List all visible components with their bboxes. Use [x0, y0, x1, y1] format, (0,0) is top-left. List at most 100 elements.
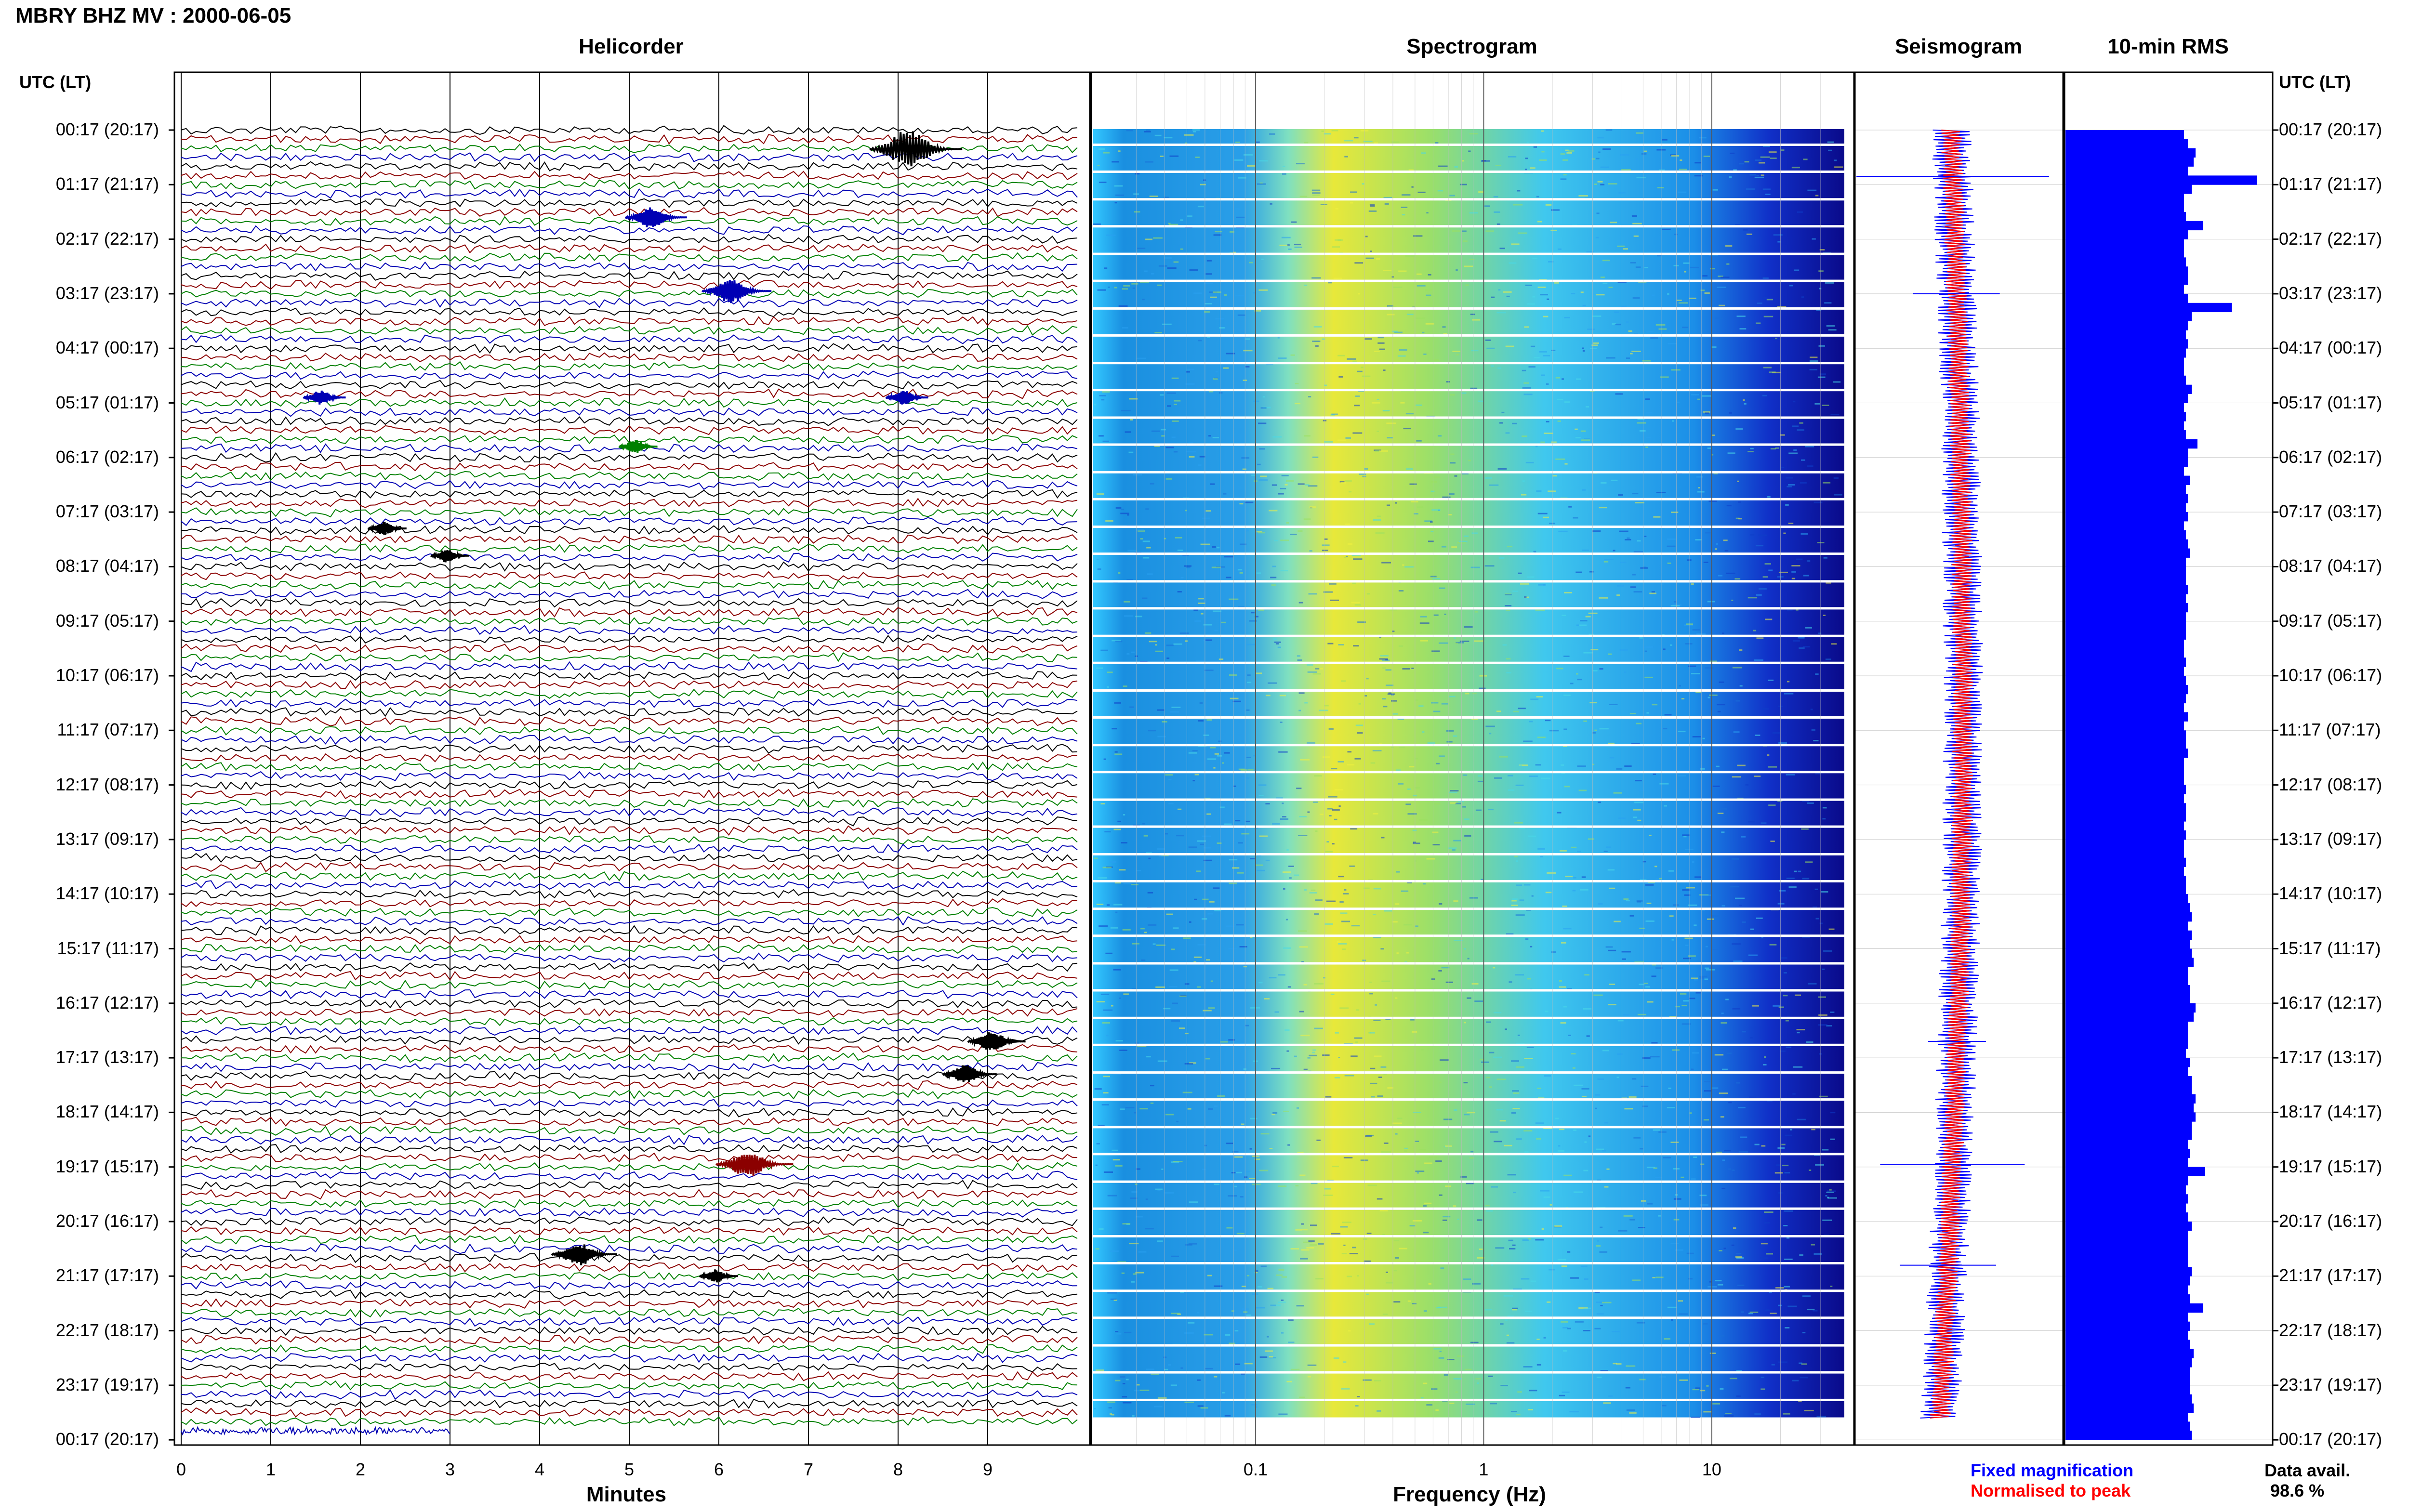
rms-bar [2065, 1239, 2188, 1249]
spectrogram-speckle [1189, 1062, 1196, 1064]
spectrogram-speckle [1721, 1012, 1724, 1014]
spectrogram-speckle [1122, 1396, 1127, 1398]
spectrogram-speckle [1549, 1204, 1552, 1206]
spectrogram-row-gap [1093, 471, 1844, 473]
spectrogram-speckle [1383, 270, 1392, 271]
spectrogram-speckle [1388, 306, 1397, 308]
spectrogram-speckle [1557, 1150, 1564, 1152]
spectrogram-speckle [1685, 945, 1689, 947]
spectrogram-speckle [1423, 883, 1426, 885]
helicorder-trace-row [181, 925, 1078, 936]
spectrogram-speckle [1304, 142, 1309, 144]
spectrogram-speckle [1366, 678, 1369, 680]
spectrogram-speckle [1667, 1107, 1675, 1108]
spectrogram-speckle [1449, 493, 1455, 495]
spectrogram-speckle [1578, 1307, 1588, 1309]
spectrogram-speckle [1373, 519, 1381, 521]
spectrogram-speckle [1479, 675, 1487, 677]
spectrogram-speckle [1796, 609, 1799, 611]
spectrogram-speckle [1177, 550, 1183, 551]
spectrogram-speckle [1703, 156, 1710, 158]
spectrogram-speckle [1667, 545, 1676, 547]
spectrogram-speckle [1405, 803, 1411, 805]
spectrogram-speckle [1596, 1245, 1601, 1247]
spectrogram-speckle [1732, 858, 1739, 860]
spectrogram-speckle [1430, 481, 1437, 483]
spectrogram-speckle [1580, 291, 1584, 293]
helicorder-trace-row [181, 952, 1078, 963]
spectrogram-speckle [1310, 1244, 1317, 1246]
spectrogram-speckle [1246, 709, 1250, 711]
spectrogram-speckle [1185, 510, 1187, 512]
spectrogram-speckle [1350, 202, 1353, 204]
spectrogram-speckle [1811, 1244, 1815, 1246]
time-label-left: 16:17 (12:17) [55, 992, 159, 1012]
frequency-tick-label: 0.1 [1243, 1459, 1268, 1479]
time-label-left: 22:17 (18:17) [55, 1320, 159, 1340]
spectrogram-speckle [1523, 394, 1533, 395]
spectrogram-speckle [1502, 644, 1507, 646]
spectrogram-speckle [1108, 286, 1110, 288]
spectrogram-speckle [1417, 506, 1424, 508]
spectrogram-speckle [1659, 169, 1665, 171]
helicorder-trace-row [181, 807, 1078, 817]
spectrogram-speckle [1180, 1291, 1184, 1293]
spectrogram-speckle [1564, 786, 1570, 788]
spectrogram-speckle [1434, 900, 1439, 902]
spectrogram-speckle [1251, 474, 1256, 476]
spectrogram-speckle [1491, 365, 1494, 367]
spectrogram-speckle [1500, 1385, 1508, 1386]
helicorder-trace-row [181, 1052, 1078, 1063]
spectrogram-speckle [1206, 260, 1212, 262]
spectrogram-speckle [1662, 228, 1671, 230]
spectrogram-speckle [1119, 1050, 1127, 1051]
spectrogram-speckle [1718, 276, 1723, 277]
spectrogram-speckle [1785, 504, 1789, 506]
spectrogram-speckle [1166, 644, 1174, 646]
spectrogram-speckle [1515, 974, 1524, 976]
spectrogram-speckle [1563, 174, 1567, 176]
spectrogram-speckle [1450, 394, 1455, 396]
spectrogram-speckle [1235, 820, 1241, 822]
spectrogram-speckle [1762, 708, 1769, 710]
spectrogram-speckle [1645, 884, 1654, 886]
spectrogram-speckle [1573, 1191, 1583, 1193]
spectrogram-speckle [1454, 166, 1458, 168]
spectrogram-row-gap [1093, 443, 1844, 446]
spectrogram-speckle [1098, 1125, 1105, 1127]
spectrogram-speckle [1707, 601, 1715, 603]
spectrogram-speckle [1642, 360, 1651, 362]
spectrogram-speckle [1699, 1195, 1707, 1196]
rms-bar [2065, 521, 2184, 531]
helicorder-trace-row [181, 270, 1078, 281]
spectrogram-speckle [1641, 1085, 1649, 1087]
spectrogram-speckle [1359, 473, 1366, 475]
spectrogram-speckle [1607, 869, 1615, 871]
spectrogram-speckle [1738, 1106, 1746, 1108]
spectrogram-speckle [1287, 986, 1291, 988]
rms-bar [2065, 230, 2188, 239]
spectrogram-speckle [1153, 1406, 1163, 1407]
spectrogram-speckle [1312, 673, 1321, 675]
rms-bar [2065, 839, 2184, 849]
spectrogram-speckle [1324, 133, 1331, 135]
spectrogram-speckle [1379, 348, 1385, 350]
spectrogram-speckle [1280, 539, 1289, 541]
spectrogram-speckle [1213, 291, 1221, 293]
rms-bar [2065, 485, 2186, 494]
helicorder-trace-row [181, 1398, 1078, 1409]
spectrogram-speckle [1262, 396, 1265, 398]
spectrogram-speckle [1328, 728, 1334, 730]
spectrogram-speckle [1733, 960, 1743, 962]
spectrogram-speckle [1245, 338, 1250, 340]
spectrogram-speckle [1194, 898, 1197, 900]
spectrogram-speckle [1110, 1413, 1112, 1415]
spectrogram-speckle [1246, 644, 1256, 645]
spectrogram-speckle [1256, 864, 1263, 866]
spectrogram-speckle [1534, 357, 1540, 358]
spectrogram-speckle [1754, 1413, 1761, 1415]
spectrogram-speckle [1168, 224, 1178, 225]
helicorder-trace-row [181, 716, 1078, 727]
spectrogram-speckle [1608, 742, 1615, 744]
spectrogram-speckle [1328, 282, 1332, 284]
